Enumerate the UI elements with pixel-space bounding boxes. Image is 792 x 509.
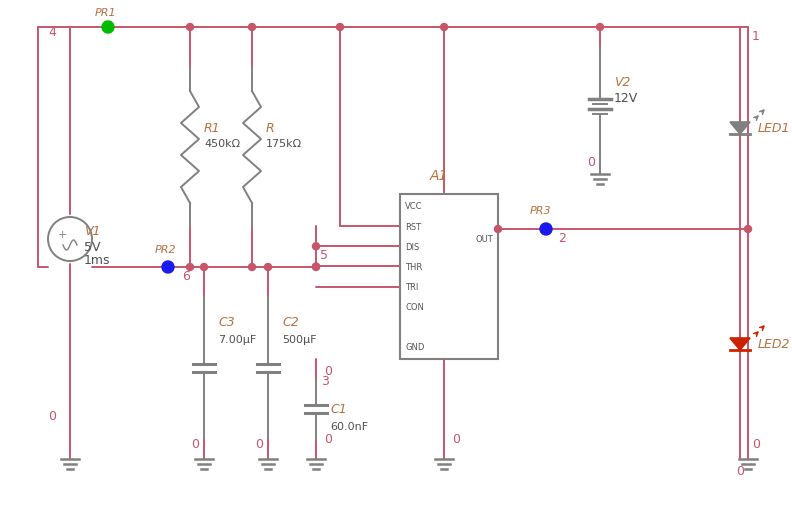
Circle shape — [337, 24, 344, 32]
Text: 4: 4 — [48, 26, 56, 39]
FancyBboxPatch shape — [400, 194, 498, 359]
Text: 0: 0 — [324, 433, 332, 445]
Text: 5: 5 — [320, 248, 328, 262]
Text: PR1: PR1 — [95, 8, 116, 18]
Text: 6: 6 — [182, 269, 190, 282]
Circle shape — [313, 264, 319, 271]
Circle shape — [313, 243, 319, 250]
Text: 12V: 12V — [614, 92, 638, 105]
Circle shape — [249, 24, 256, 32]
Circle shape — [186, 264, 193, 271]
Text: DIS: DIS — [405, 242, 419, 251]
Text: PR2: PR2 — [155, 244, 177, 254]
Circle shape — [744, 226, 752, 233]
Circle shape — [440, 24, 447, 32]
Text: 0: 0 — [452, 433, 460, 445]
Text: 450kΩ: 450kΩ — [204, 139, 240, 149]
Text: V1: V1 — [84, 225, 101, 238]
Text: PR3: PR3 — [530, 206, 552, 216]
Text: LED1: LED1 — [758, 122, 790, 135]
Text: THR: THR — [405, 263, 422, 271]
Text: 0: 0 — [191, 438, 199, 450]
Text: 3: 3 — [321, 374, 329, 387]
Text: V2: V2 — [614, 76, 630, 89]
Text: C1: C1 — [330, 403, 347, 416]
Text: 2: 2 — [558, 232, 565, 244]
Text: C2: C2 — [282, 316, 299, 329]
Text: 0: 0 — [736, 464, 744, 477]
Text: 7.00μF: 7.00μF — [218, 334, 257, 344]
Text: 60.0nF: 60.0nF — [330, 421, 368, 431]
Polygon shape — [730, 338, 750, 350]
Text: VCC: VCC — [405, 202, 422, 211]
Text: 1: 1 — [752, 30, 760, 43]
Text: 0: 0 — [48, 409, 56, 422]
Circle shape — [596, 24, 604, 32]
Text: TRI: TRI — [405, 282, 418, 292]
Circle shape — [102, 22, 114, 34]
Polygon shape — [730, 123, 750, 135]
Text: 1ms: 1ms — [84, 254, 111, 267]
Text: LED2: LED2 — [758, 338, 790, 351]
Text: CON: CON — [405, 303, 424, 312]
Text: 0: 0 — [752, 438, 760, 450]
Circle shape — [186, 24, 193, 32]
Text: 5V: 5V — [84, 241, 101, 254]
Circle shape — [249, 264, 256, 271]
Text: R1: R1 — [204, 121, 221, 134]
Text: C3: C3 — [218, 316, 234, 329]
Circle shape — [494, 226, 501, 233]
Text: 0: 0 — [587, 156, 595, 169]
Text: 500μF: 500μF — [282, 334, 317, 344]
Text: GND: GND — [405, 343, 425, 352]
Text: 0: 0 — [324, 364, 332, 377]
Circle shape — [540, 223, 552, 236]
Text: RST: RST — [405, 222, 421, 231]
Text: +: + — [57, 230, 67, 240]
Text: 0: 0 — [255, 438, 263, 450]
Circle shape — [200, 264, 208, 271]
Circle shape — [313, 264, 319, 270]
Text: OUT: OUT — [475, 235, 493, 244]
Circle shape — [162, 262, 174, 273]
Text: A1: A1 — [430, 168, 448, 183]
Text: 175kΩ: 175kΩ — [266, 139, 302, 149]
Circle shape — [265, 264, 272, 271]
Text: R: R — [266, 121, 275, 134]
